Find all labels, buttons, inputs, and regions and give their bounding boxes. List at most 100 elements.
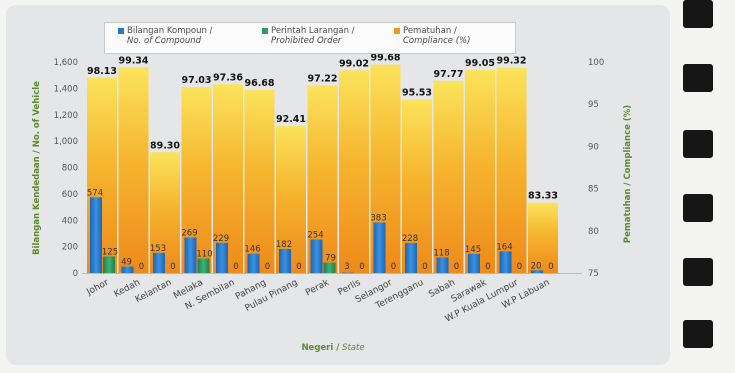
compound-bar [436,257,449,273]
legend-swatch-compliance [394,28,400,34]
compliance-bar [465,70,495,273]
compliance-label: 99.05 [465,58,495,69]
prohibited-label: 79 [325,254,336,264]
y-right-tick-label: 80 [588,227,599,237]
compliance-bar [213,84,243,273]
compliance-bar [339,70,369,273]
compound-bar [499,251,512,273]
y-left-tick-label: 200 [62,243,78,253]
y-left-tick-label: 1,600 [54,58,78,68]
legend-item-prohibited: Perintah Larangan / Prohibited Order [262,26,355,46]
y-right-axis-title: Pematuhan / Compliance (%) [623,105,633,243]
compound-bar [342,272,354,274]
compound-label: 229 [213,234,229,244]
compound-label: 254 [307,231,323,241]
compound-label: 118 [433,248,449,258]
legend-label-prohibited: Perintah Larangan / [271,26,355,36]
compliance-bar [244,90,275,273]
prohibited-label: 0 [265,262,270,272]
compliance-label: 95.53 [402,88,432,99]
binder-hole-3 [683,130,713,158]
compound-bar [247,253,260,273]
legend-label-compound: Bilangan Kompoun / [127,26,213,36]
x-tick-label: Perak [304,277,332,298]
prohibited-label: 0 [517,262,522,272]
legend-sublabel-prohibited: Prohibited Order [271,36,342,46]
compliance-label: 99.34 [118,56,148,67]
prohibited-label: 0 [139,262,144,272]
legend-label-compliance: Pematuhan / [403,26,457,36]
binder-hole-1 [683,0,713,28]
compound-label: 383 [370,213,386,223]
prohibited-label: 0 [296,262,301,272]
binder-hole-2 [683,64,713,92]
compound-bar [405,242,417,273]
compliance-label: 97.22 [307,73,337,84]
legend-swatch-compound [118,28,124,34]
legend-sublabel-compound: No. of Compound [127,36,202,46]
compound-label: 153 [150,244,166,254]
binder-hole-5 [683,258,713,286]
x-axis-title-italic: State [339,343,364,353]
compliance-bar [528,202,558,273]
compound-label: 228 [402,234,418,244]
compound-bar [184,237,197,273]
x-tick-label: Kelantan [134,278,174,305]
compliance-label: 98.13 [87,66,117,77]
y-right-tick-label: 75 [588,269,599,279]
y-left-tick-label: 400 [62,216,78,226]
compound-label: 145 [465,245,481,255]
prohibited-label: 125 [102,248,118,258]
prohibited-label: 110 [196,249,212,259]
compound-bar [531,270,543,273]
prohibited-bar [197,258,210,273]
compound-label: 146 [244,245,260,255]
y-left-tick-label: 1,400 [54,84,78,94]
compliance-label: 97.03 [181,75,211,86]
binder-hole-6 [683,320,713,348]
y-right-tick-label: 90 [588,142,599,152]
compliance-label: 99.68 [370,53,400,64]
compliance-label: 99.32 [496,56,526,67]
y-left-axis-title: Bilangan Kendedaan / No. of Vehicle [32,81,42,255]
prohibited-label: 0 [391,262,396,272]
compound-bar [373,222,386,273]
compound-label: 574 [87,188,103,198]
compound-label: 49 [121,258,132,268]
prohibited-label: 0 [454,262,459,272]
prohibited-label: 0 [422,262,427,272]
legend-sublabel-compliance: Compliance (%) [403,36,471,46]
y-right-tick-label: 100 [588,58,604,68]
y-left-tick-label: 600 [62,190,78,200]
compliance-label: 96.68 [244,78,274,89]
prohibited-bar [103,256,115,273]
compound-label: 20 [531,261,542,271]
compliance-label: 97.36 [213,72,243,83]
compliance-label: 83.33 [528,191,558,202]
compound-bar [121,266,134,273]
prohibited-label: 0 [548,262,553,272]
y-left-tick-label: 800 [62,164,78,174]
prohibited-label: 0 [485,262,490,272]
compliance-bar [118,67,149,273]
compound-bar [153,252,165,273]
compound-label: 269 [181,229,197,239]
x-tick-label: Johor [84,278,110,298]
x-axis-title-main: Negeri / [301,343,340,353]
y-left-tick-label: 1,000 [54,137,78,147]
legend-item-compliance: Pematuhan / Compliance (%) [394,26,471,46]
x-axis-title: Negeri / State [301,343,364,353]
y-right-tick-label: 85 [588,185,599,195]
compound-bar [279,248,291,273]
y-left-tick-label: 1,200 [54,111,78,121]
compliance-bar [276,126,306,273]
legend-item-compound: Bilangan Kompoun / No. of Compound [118,26,213,46]
prohibited-label: 0 [170,262,175,272]
compliance-bar [433,80,464,273]
compliance-label: 89.30 [150,140,180,151]
compound-label: 3 [344,262,349,272]
binder-hole-4 [683,194,713,222]
prohibited-label: 0 [359,262,364,272]
